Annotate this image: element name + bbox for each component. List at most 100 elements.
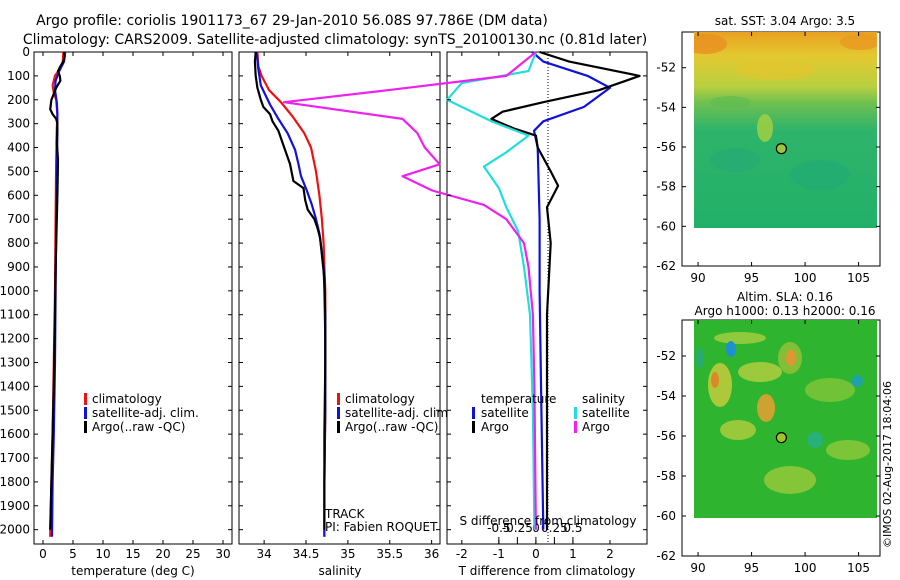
- depth-tick-label: 1500: [0, 403, 30, 417]
- temperature-panel: 0100200300400500600700800900100011001200…: [0, 45, 233, 578]
- depth-tick-label: 1800: [0, 475, 30, 489]
- sla-high-patch: [778, 342, 802, 374]
- sst-map-panel: sat. SST: 3.04 Argo: 3.5 90 95 100 105 -52-…: [656, 14, 881, 285]
- salinity-xlabel: salinity: [318, 564, 361, 578]
- lat-tick-label: -52: [656, 349, 676, 363]
- lat-tick-label: -62: [656, 259, 676, 273]
- lat-tick-label: -58: [656, 180, 676, 194]
- sst-cold-patch: [790, 160, 850, 190]
- legend-label-climatology: climatology: [92, 392, 162, 406]
- sst-lon-axis: 90 95 100 105: [690, 32, 870, 285]
- lon-tick-label: 105: [847, 271, 870, 285]
- sla-high-patch: [711, 372, 719, 388]
- lon-tick-label: 100: [794, 271, 817, 285]
- legend-label-climatology: climatology: [345, 392, 415, 406]
- depth-tick-label: 1100: [0, 308, 30, 322]
- legend-label-sal-argo: Argo: [582, 420, 610, 434]
- sla-anomaly-patch: [805, 378, 855, 402]
- difference-panel: -2 -1 0 1 2 -0.5-0.25 0 0.250.5 T difference f…: [282, 50, 648, 578]
- sla-low-patch: [851, 375, 863, 387]
- lat-tick-label: -56: [656, 140, 676, 154]
- lat-tick-label: -54: [656, 389, 676, 403]
- x-tick-label: 35: [340, 547, 355, 561]
- series-line-salinity-argo: [282, 51, 537, 530]
- legend-label-argo: Argo(..raw -QC): [345, 420, 438, 434]
- sst-cold-patch: [710, 148, 760, 172]
- lon-tick-label: 90: [690, 271, 705, 285]
- x-tick-label: 0: [532, 547, 540, 561]
- depth-tick-label: 1600: [0, 427, 30, 441]
- legend-swatch-temp-argo: [472, 421, 475, 433]
- temperature-xlabel: temperature (deg C): [71, 564, 194, 578]
- lat-tick-label: -62: [656, 549, 676, 563]
- x-tick-label: 2: [606, 547, 614, 561]
- sst-field: [694, 32, 877, 228]
- legend-title-salinity: salinity: [582, 392, 625, 406]
- salinity-legend: climatology satellite-adj. clim. Argo(..…: [337, 392, 452, 434]
- lon-tick-label: 100: [794, 561, 817, 575]
- series-line-salinity-satellite: [445, 51, 537, 530]
- depth-tick-label: 1400: [0, 379, 30, 393]
- sla-anomaly-patch: [720, 420, 756, 440]
- lat-tick-label: -58: [656, 469, 676, 483]
- sla-map-panel: Altim. SLA: 0.16 Argo h1000: 0.13 h2000:…: [656, 290, 881, 575]
- sst-front-patch: [757, 114, 773, 142]
- sst-map-title: sat. SST: 3.04 Argo: 3.5: [715, 14, 855, 28]
- x-top-tick-label: -0.5: [487, 521, 510, 535]
- legend-swatch-sal-satellite: [574, 407, 577, 419]
- lat-tick-label: -56: [656, 429, 676, 443]
- sla-lat-axis: -52 -54 -56 -58 -60 -62: [656, 349, 880, 563]
- legend-swatch-argo: [337, 421, 340, 433]
- legend-swatch-climatology: [337, 393, 340, 405]
- depth-tick-label: 1700: [0, 451, 30, 465]
- salinity-panel: 34 34.5 35 35.5 36 salinity climatology sate…: [238, 51, 452, 578]
- header-line1: Argo profile: coriolis 1901173_67 29-Jan…: [36, 13, 548, 29]
- depth-tick-label: 700: [7, 212, 30, 226]
- depth-tick-label: 600: [7, 188, 30, 202]
- x-tick-label: -1: [493, 547, 505, 561]
- pi-annotation: PI: Fabien ROQUET: [325, 520, 438, 534]
- depth-tick-label: 200: [7, 93, 30, 107]
- sla-anomaly-patch: [738, 362, 782, 382]
- depth-tick-label: 0: [22, 45, 30, 59]
- legend-swatch-climatology: [84, 393, 87, 405]
- x-tick-label: 30: [215, 547, 230, 561]
- x-top-tick-label: 0.5: [563, 521, 582, 535]
- lon-tick-label: 95: [744, 271, 759, 285]
- sla-field: [694, 320, 877, 518]
- t-difference-xlabel: T difference from climatology: [458, 564, 636, 578]
- argo-position-marker: [775, 432, 787, 444]
- lat-tick-label: -54: [656, 100, 676, 114]
- x-tick-label: 10: [95, 547, 110, 561]
- legend-swatch-sal-argo: [574, 421, 577, 433]
- depth-tick-label: 100: [7, 69, 30, 83]
- x-tick-label: 25: [185, 547, 200, 561]
- depth-tick-label: 300: [7, 117, 30, 131]
- sla-anomaly-patch: [764, 466, 816, 494]
- depth-tick-label: 500: [7, 164, 30, 178]
- depth-tick-label: 1900: [0, 499, 30, 513]
- sla-anomaly-patch: [714, 332, 766, 344]
- depth-tick-label: 800: [7, 236, 30, 250]
- x-tick-label: -2: [456, 547, 468, 561]
- x-tick-label: 34: [256, 547, 271, 561]
- series-line-temperature-satellite: [531, 51, 612, 530]
- header-line2: Climatology: CARS2009. Satellite-adjuste…: [23, 32, 647, 48]
- series-line-argo-raw-qc-: [253, 51, 327, 530]
- legend-label-temp-satellite: satellite: [481, 406, 529, 420]
- depth-tick-label: 1000: [0, 284, 30, 298]
- argo-position-marker: [775, 143, 787, 155]
- sla-anomaly-patch: [826, 440, 870, 460]
- salinity-x-axis: 34 34.5 35 35.5 36: [256, 52, 439, 561]
- x-tick-label: 20: [155, 547, 170, 561]
- sla-map-subtitle: Argo h1000: 0.13 h2000: 0.16: [695, 304, 876, 318]
- temperature-series: [49, 51, 67, 537]
- temperature-axes-frame: [33, 51, 233, 545]
- s-difference-xlabel: S difference from climatology: [460, 514, 637, 528]
- legend-swatch-temp-satellite: [472, 407, 475, 419]
- lon-tick-label: 95: [744, 561, 759, 575]
- imos-stamp: ©IMOS 02-Aug-2017 18:04:06: [881, 381, 894, 548]
- sst-warm-patch: [694, 34, 727, 54]
- t-difference-x-axis: -2 -1 0 1 2: [456, 52, 614, 561]
- x-tick-label: 1: [569, 547, 577, 561]
